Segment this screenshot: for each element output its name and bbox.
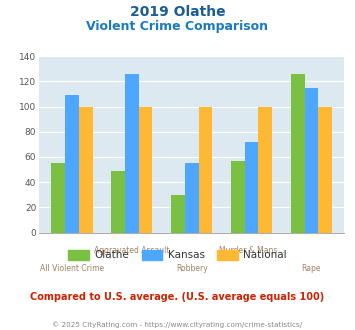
Text: All Violent Crime: All Violent Crime — [40, 264, 104, 273]
Bar — [65, 95, 79, 233]
Bar — [79, 107, 93, 233]
Text: Rape: Rape — [302, 264, 321, 273]
Bar — [245, 142, 258, 233]
Legend: Olathe, Kansas, National: Olathe, Kansas, National — [68, 250, 287, 260]
Bar — [139, 107, 153, 233]
Bar — [185, 163, 198, 233]
Bar — [198, 107, 212, 233]
Bar — [51, 163, 65, 233]
Bar — [305, 88, 318, 233]
Text: Aggravated Assault: Aggravated Assault — [94, 246, 170, 255]
Bar — [291, 74, 305, 233]
Bar — [125, 74, 139, 233]
Text: Compared to U.S. average. (U.S. average equals 100): Compared to U.S. average. (U.S. average … — [31, 292, 324, 302]
Bar — [231, 161, 245, 233]
Bar — [111, 171, 125, 233]
Text: 2019 Olathe: 2019 Olathe — [130, 5, 225, 19]
Text: Robbery: Robbery — [176, 264, 208, 273]
Text: Murder & Mans...: Murder & Mans... — [219, 246, 284, 255]
Bar — [171, 195, 185, 233]
Bar — [258, 107, 272, 233]
Text: © 2025 CityRating.com - https://www.cityrating.com/crime-statistics/: © 2025 CityRating.com - https://www.city… — [53, 322, 302, 328]
Bar — [318, 107, 332, 233]
Text: Violent Crime Comparison: Violent Crime Comparison — [87, 20, 268, 33]
